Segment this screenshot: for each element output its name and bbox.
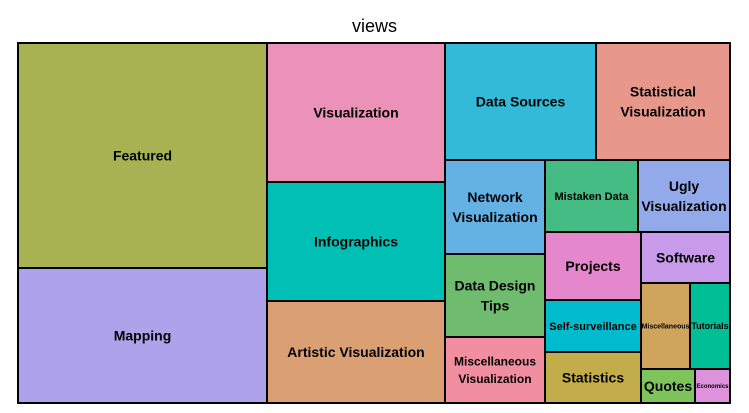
tile-featured: Featured bbox=[17, 42, 268, 269]
tile-rect-ugly-visualization bbox=[637, 159, 731, 233]
tile-rect-data-design-tips bbox=[444, 253, 546, 338]
tile-mistaken-data: Mistaken Data bbox=[544, 159, 639, 233]
tile-statistical-visualization: Statistical Visualization bbox=[595, 42, 731, 161]
tile-rect-miscellaneous-visualization bbox=[444, 336, 546, 404]
tile-label-miscellaneous: Miscellaneous bbox=[642, 324, 690, 331]
tile-label-economics: Economics bbox=[696, 384, 729, 390]
tile-self-surveillance: Self-surveillance bbox=[544, 299, 642, 353]
tile-label-statistical-visualization: Statistical Visualization bbox=[620, 83, 705, 119]
tile-quotes: Quotes bbox=[640, 368, 696, 404]
tile-ugly-visualization: Ugly Visualization bbox=[637, 159, 731, 233]
tile-tutorials: Tutorials bbox=[689, 282, 731, 370]
tile-label-infographics: Infographics bbox=[314, 234, 398, 250]
tile-label-ugly-visualization: Ugly Visualization bbox=[641, 178, 726, 214]
chart-title: views bbox=[351, 16, 397, 36]
tile-rect-data-sources bbox=[444, 42, 597, 161]
tile-label-quotes: Quotes bbox=[644, 378, 692, 394]
tile-infographics: Infographics bbox=[266, 181, 446, 302]
tile-label-tutorials: Tutorials bbox=[691, 321, 728, 331]
tile-mapping: Mapping bbox=[17, 267, 268, 404]
tile-rect-artistic-visualization bbox=[266, 300, 446, 404]
tile-label-software: Software bbox=[656, 250, 715, 266]
tile-rect-quotes bbox=[640, 368, 696, 404]
tile-data-sources: Data Sources bbox=[444, 42, 597, 161]
tile-label-featured: Featured bbox=[113, 148, 172, 164]
tile-label-artistic-visualization: Artistic Visualization bbox=[287, 344, 424, 360]
tile-rect-economics bbox=[694, 368, 731, 404]
tile-visualization: Visualization bbox=[266, 42, 446, 183]
tile-label-statistics: Statistics bbox=[562, 370, 624, 386]
tile-economics: Economics bbox=[694, 368, 731, 404]
tile-label-data-sources: Data Sources bbox=[476, 94, 566, 110]
tile-rect-network-visualization bbox=[444, 159, 546, 255]
tile-artistic-visualization: Artistic Visualization bbox=[266, 300, 446, 404]
tile-label-self-surveillance: Self-surveillance bbox=[549, 321, 636, 333]
tile-label-projects: Projects bbox=[565, 258, 620, 274]
tile-software: Software bbox=[640, 231, 731, 284]
tile-miscellaneous: Miscellaneous bbox=[640, 282, 691, 370]
tile-rect-statistical-visualization bbox=[595, 42, 731, 161]
tile-label-mistaken-data: Mistaken Data bbox=[555, 191, 630, 203]
tile-rect-statistics bbox=[544, 351, 642, 404]
tile-projects: Projects bbox=[544, 231, 642, 301]
tile-statistics: Statistics bbox=[544, 351, 642, 404]
tile-network-visualization: Network Visualization bbox=[444, 159, 546, 255]
tile-label-data-design-tips: Data Design Tips bbox=[455, 277, 536, 313]
tile-label-miscellaneous-visualization: Miscellaneous Visualization bbox=[454, 355, 536, 386]
tile-miscellaneous-visualization: Miscellaneous Visualization bbox=[444, 336, 546, 404]
tile-data-design-tips: Data Design Tips bbox=[444, 253, 546, 338]
tile-label-network-visualization: Network Visualization bbox=[452, 189, 537, 225]
tile-label-mapping: Mapping bbox=[114, 328, 172, 344]
tile-rect-mapping bbox=[17, 267, 268, 404]
tile-label-visualization: Visualization bbox=[313, 105, 398, 121]
